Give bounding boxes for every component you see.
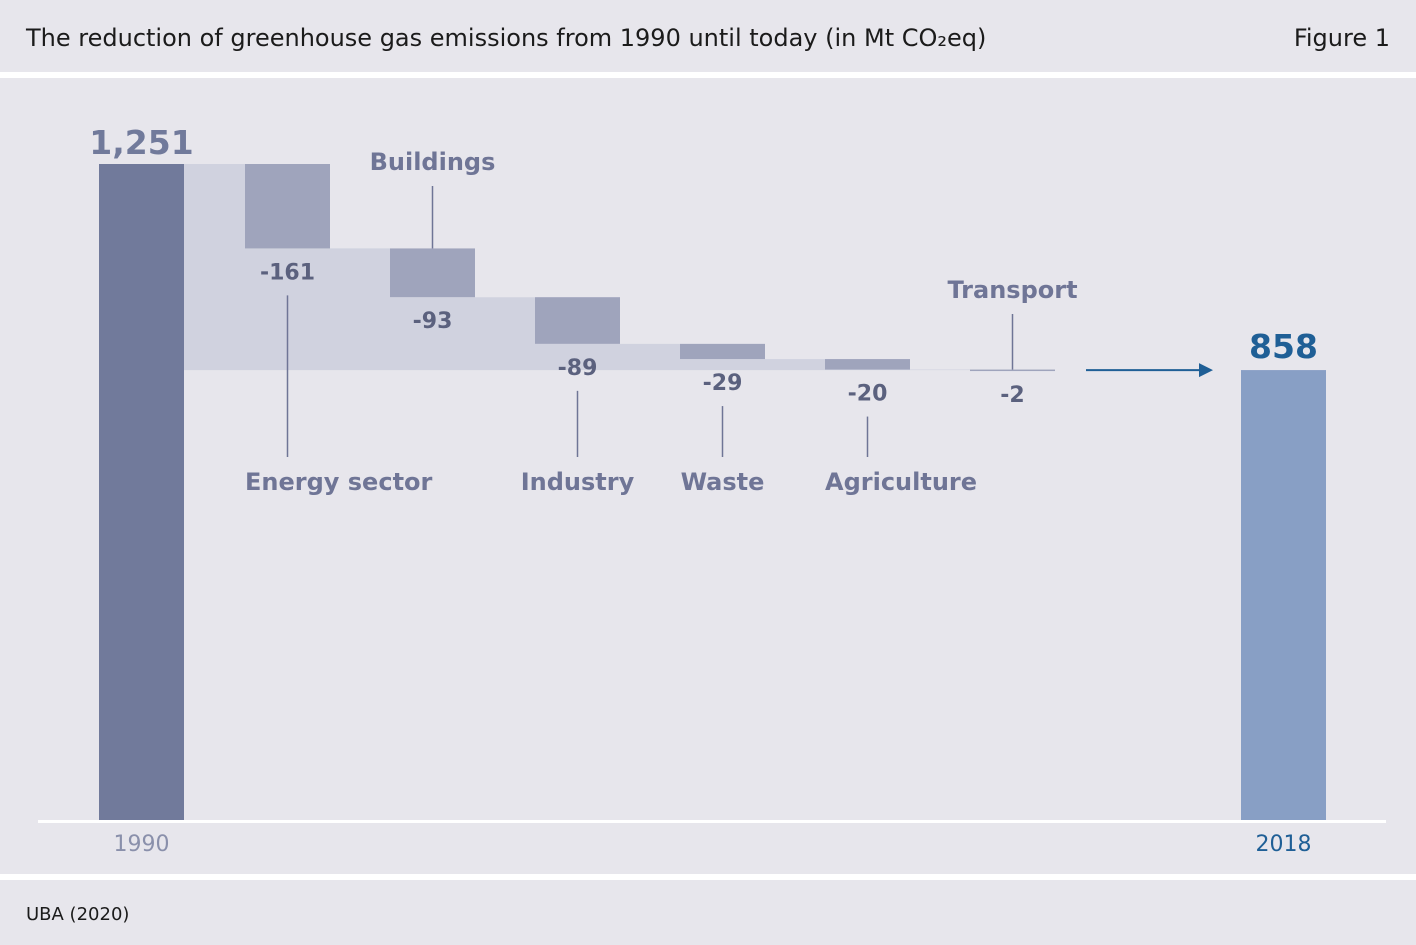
chart-title: The reduction of greenhouse gas emission… xyxy=(26,24,987,52)
step-bar xyxy=(390,248,475,298)
x-tick-1990: 1990 xyxy=(114,832,170,857)
step-bar xyxy=(245,164,330,249)
step-category-label: Transport xyxy=(947,276,1077,304)
figure-label: Figure 1 xyxy=(1293,24,1390,52)
step-category-label: Waste xyxy=(681,468,765,496)
step-category-label: Agriculture xyxy=(825,468,977,496)
source-note: UBA (2020) xyxy=(26,904,130,925)
step-value-label: -93 xyxy=(413,309,453,334)
step-value-label: -89 xyxy=(558,356,598,381)
step-value-label: -20 xyxy=(848,382,888,407)
result-arrow-head xyxy=(1199,363,1213,378)
footer-band xyxy=(0,880,1416,945)
bar-1990 xyxy=(99,164,184,820)
bar-1990-value-label: 1,251 xyxy=(89,123,193,162)
step-bar xyxy=(535,297,620,344)
bar-2018 xyxy=(1241,370,1326,820)
step-value-label: -29 xyxy=(703,371,743,396)
step-bar xyxy=(970,369,1055,372)
step-value-label: -2 xyxy=(1000,383,1024,408)
step-category-label: Industry xyxy=(521,468,635,496)
step-category-label: Energy sector xyxy=(245,468,433,496)
step-value-label: -161 xyxy=(260,260,315,285)
x-tick-2018: 2018 xyxy=(1256,832,1312,857)
bar-2018-value-label: 858 xyxy=(1249,327,1318,366)
step-bar xyxy=(680,343,765,360)
reduction-shadow-band xyxy=(184,164,1055,371)
step-bar xyxy=(825,359,910,370)
step-category-label: Buildings xyxy=(370,148,496,176)
header-band xyxy=(0,0,1416,72)
